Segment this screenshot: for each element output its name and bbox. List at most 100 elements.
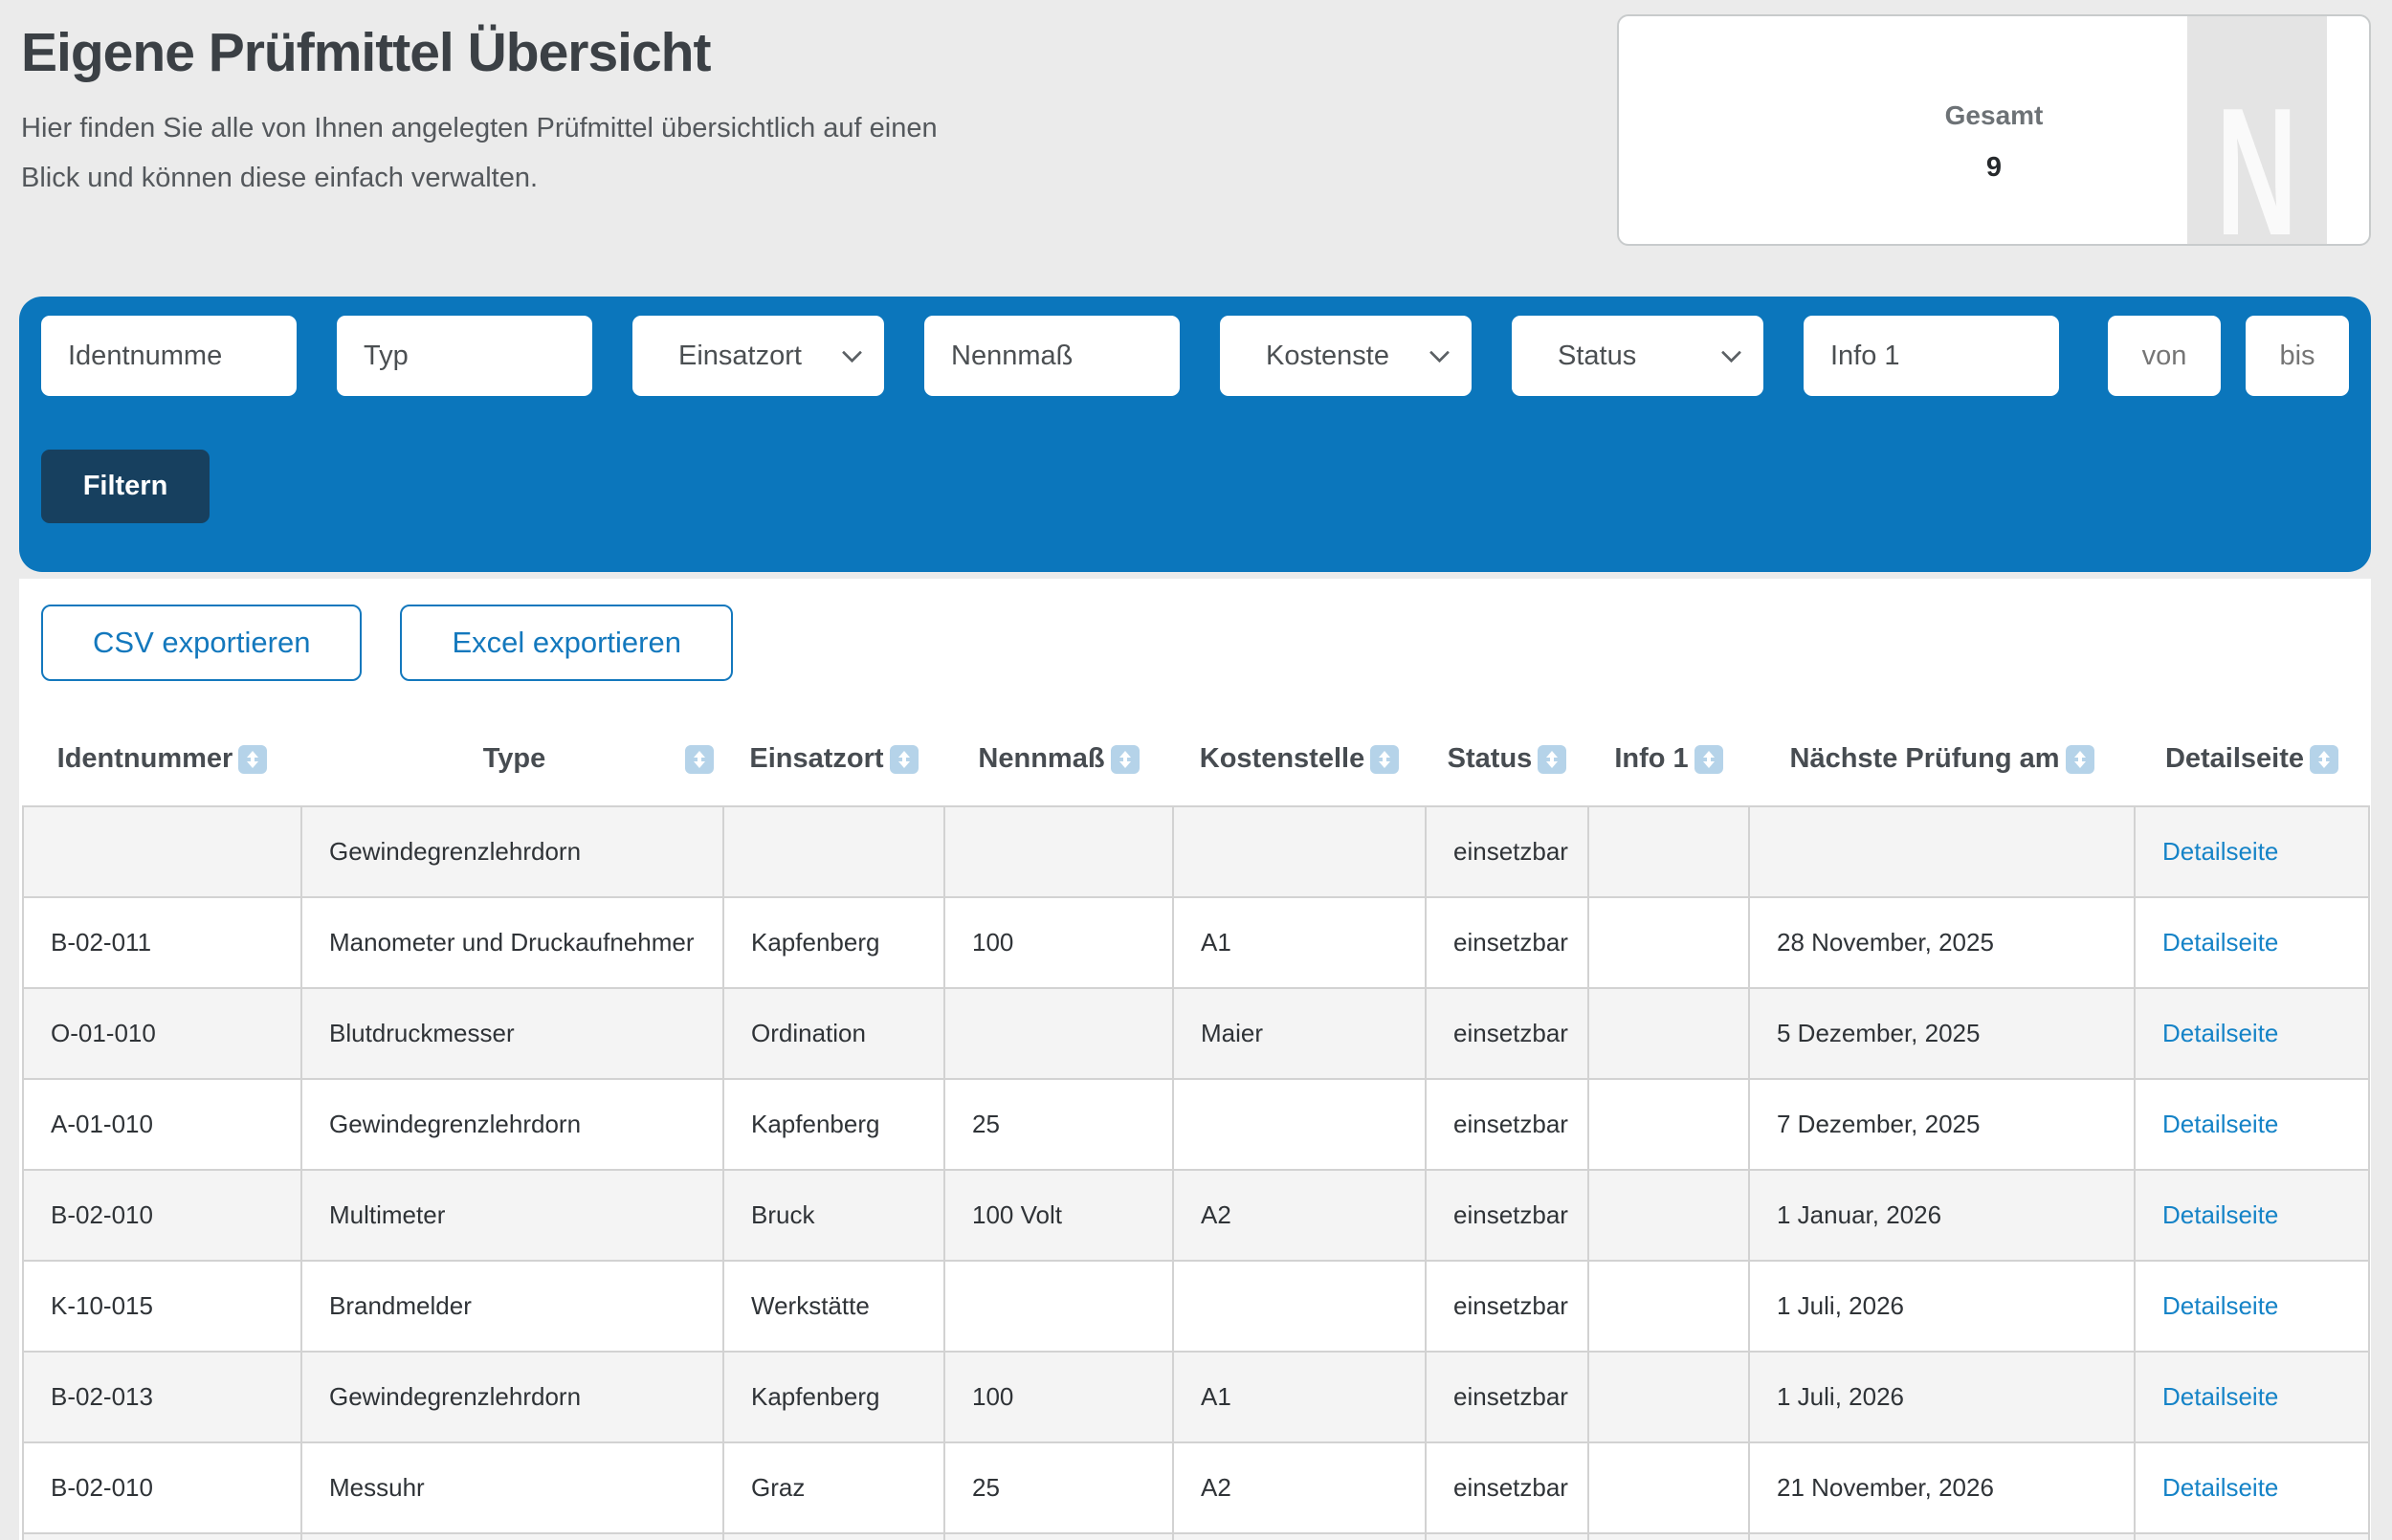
table-cell: B-02-010 bbox=[22, 1441, 302, 1534]
sort-icon[interactable] bbox=[684, 744, 714, 774]
table-row: B-02-013 Gewindegrenzlehrdorn Kapfenberg 10… bbox=[22, 1351, 2370, 1443]
summary-card: N Gesamt 9 bbox=[1617, 14, 2371, 246]
filter-typ-input[interactable] bbox=[337, 316, 592, 396]
table-body: Gewindegrenzlehrdorn einsetzbar Detailseit… bbox=[22, 805, 2370, 1540]
table-cell bbox=[943, 1532, 1174, 1540]
detailseite-link[interactable]: Detailseite bbox=[2162, 1200, 2279, 1229]
detailseite-link[interactable]: Detailseite bbox=[2162, 837, 2279, 866]
table-cell: einsetzbar bbox=[1425, 1260, 1589, 1353]
filter-panel: Einsatzort Kostenste Status Filtern bbox=[19, 297, 2371, 572]
col-header-kostenstelle[interactable]: Kostenstelle bbox=[1173, 713, 1426, 806]
sort-icon[interactable] bbox=[889, 744, 919, 774]
detailseite-link[interactable]: Detailseite bbox=[2162, 1110, 2279, 1138]
col-header-status[interactable]: Status bbox=[1426, 713, 1588, 806]
table-row: A-01-010 Gewindegrenzlehrdorn Kapfenberg 25… bbox=[22, 1078, 2370, 1171]
sort-icon[interactable] bbox=[1110, 744, 1140, 774]
excel-export-button[interactable]: Excel exportieren bbox=[400, 605, 733, 681]
table-cell: K-10-015 bbox=[22, 1260, 302, 1353]
filter-kostenstelle-select[interactable]: Kostenste bbox=[1220, 316, 1472, 396]
table-cell: Graz bbox=[722, 1441, 945, 1534]
sort-icon[interactable] bbox=[2065, 744, 2094, 774]
sort-icon[interactable] bbox=[1370, 744, 1400, 774]
table-cell: 21 November, 2026 bbox=[1748, 1441, 2136, 1534]
detailseite-link[interactable]: Detailseite bbox=[2162, 1382, 2279, 1411]
table-cell: 25 bbox=[943, 1078, 1174, 1171]
table-cell: Maier bbox=[1172, 987, 1427, 1080]
col-header-identnummer[interactable]: Identnummer bbox=[23, 713, 301, 806]
table-cell bbox=[22, 1532, 302, 1540]
page-header: Eigene Prüfmittel Übersicht Hier finden … bbox=[21, 21, 1217, 203]
filter-nennmass-input[interactable] bbox=[924, 316, 1180, 396]
export-row: CSV exportieren Excel exportieren bbox=[41, 605, 733, 681]
table-cell: Gewindegrenzlehrdorn bbox=[300, 1078, 724, 1171]
table-cell bbox=[1587, 1532, 1750, 1540]
sort-icon[interactable] bbox=[2310, 744, 2339, 774]
table-row: K-10-015 Brandmelder Werkstätte einsetzbar 1… bbox=[22, 1260, 2370, 1353]
filter-bis-input[interactable] bbox=[2246, 316, 2349, 396]
table-cell: Gewindegrenzlehrdorn bbox=[300, 805, 724, 898]
table-cell: A-01-010 bbox=[22, 1078, 302, 1171]
table-cell: A1 bbox=[1172, 1351, 1427, 1443]
table-row: O-01-010 Blutdruckmesser Ordination Maier ei… bbox=[22, 987, 2370, 1080]
table-cell-detail: Detailseite bbox=[2134, 1351, 2370, 1443]
table-cell: 100 bbox=[943, 1351, 1174, 1443]
table-cell bbox=[1172, 1532, 1427, 1540]
col-header-nennmass[interactable]: Nennmaß bbox=[944, 713, 1173, 806]
table-cell: A2 bbox=[1172, 1441, 1427, 1534]
table-cell-detail: Detailseite bbox=[2134, 1169, 2370, 1262]
detailseite-link[interactable]: Detailseite bbox=[2162, 1473, 2279, 1502]
col-header-info1[interactable]: Info 1 bbox=[1588, 713, 1749, 806]
col-header-detailseite[interactable]: Detailseite bbox=[2135, 713, 2369, 806]
table-cell: Gewindegrenzlehrdorn bbox=[300, 1351, 724, 1443]
table-cell bbox=[1748, 805, 2136, 898]
table-cell: 25 bbox=[943, 1441, 1174, 1534]
table-cell: Ordination bbox=[722, 987, 945, 1080]
table-cell bbox=[22, 805, 302, 898]
table-cell bbox=[1587, 1441, 1750, 1534]
filter-von-input[interactable] bbox=[2108, 316, 2221, 396]
table-cell-detail: Detailseite bbox=[2134, 1260, 2370, 1353]
table-cell bbox=[1587, 1351, 1750, 1443]
col-header-type[interactable]: Type bbox=[301, 713, 723, 806]
filtern-button[interactable]: Filtern bbox=[41, 450, 210, 523]
table-cell-detail: Detailseite bbox=[2134, 805, 2370, 898]
csv-export-button[interactable]: CSV exportieren bbox=[41, 605, 363, 681]
filter-identnummer-input[interactable] bbox=[41, 316, 297, 396]
table-cell: Blutdruckmesser bbox=[300, 987, 724, 1080]
detailseite-link[interactable]: Detailseite bbox=[2162, 1019, 2279, 1047]
table-cell bbox=[1587, 1078, 1750, 1171]
table-cell bbox=[1425, 1532, 1589, 1540]
page-subtitle: Hier finden Sie alle von Ihnen angelegte… bbox=[21, 103, 1217, 203]
sort-icon[interactable] bbox=[238, 744, 268, 774]
table-cell: einsetzbar bbox=[1425, 1441, 1589, 1534]
col-header-einsatzort[interactable]: Einsatzort bbox=[723, 713, 944, 806]
filter-status-value: Status bbox=[1558, 340, 1637, 371]
table-cell: 1 Juli, 2026 bbox=[1748, 1260, 2136, 1353]
sort-icon[interactable] bbox=[1538, 744, 1567, 774]
table-cell: Manometer und Druckaufnehmer bbox=[300, 896, 724, 989]
table-cell bbox=[943, 805, 1174, 898]
table-cell: Werkstätte bbox=[722, 1260, 945, 1353]
filter-status-select[interactable]: Status bbox=[1512, 316, 1763, 396]
table-cell: 100 bbox=[943, 896, 1174, 989]
chevron-down-icon bbox=[1429, 342, 1451, 363]
sort-icon[interactable] bbox=[1694, 744, 1723, 774]
table-cell: einsetzbar bbox=[1425, 1169, 1589, 1262]
table-header-row: Identnummer Type Einsatzort Nennmaß Kost… bbox=[23, 713, 2369, 806]
col-header-naechste-pruefung[interactable]: Nächste Prüfung am bbox=[1749, 713, 2135, 806]
table-cell: Multimeter bbox=[300, 1169, 724, 1262]
table-cell bbox=[1587, 1260, 1750, 1353]
table-cell-detail: Detailseite bbox=[2134, 1441, 2370, 1534]
table-cell bbox=[722, 1532, 945, 1540]
table-cell: 7 Dezember, 2025 bbox=[1748, 1078, 2136, 1171]
table-cell bbox=[1587, 896, 1750, 989]
table-cell bbox=[1172, 805, 1427, 898]
filter-info1-input[interactable] bbox=[1804, 316, 2059, 396]
filter-einsatzort-select[interactable]: Einsatzort bbox=[632, 316, 884, 396]
detailseite-link[interactable]: Detailseite bbox=[2162, 1291, 2279, 1320]
table-row: Gewindegrenzlehrdorn einsetzbar Detailseit… bbox=[22, 805, 2370, 898]
table-cell bbox=[1587, 805, 1750, 898]
logo-strip: N bbox=[2187, 16, 2327, 244]
detailseite-link[interactable]: Detailseite bbox=[2162, 928, 2279, 957]
table-cell: O-01-010 bbox=[22, 987, 302, 1080]
